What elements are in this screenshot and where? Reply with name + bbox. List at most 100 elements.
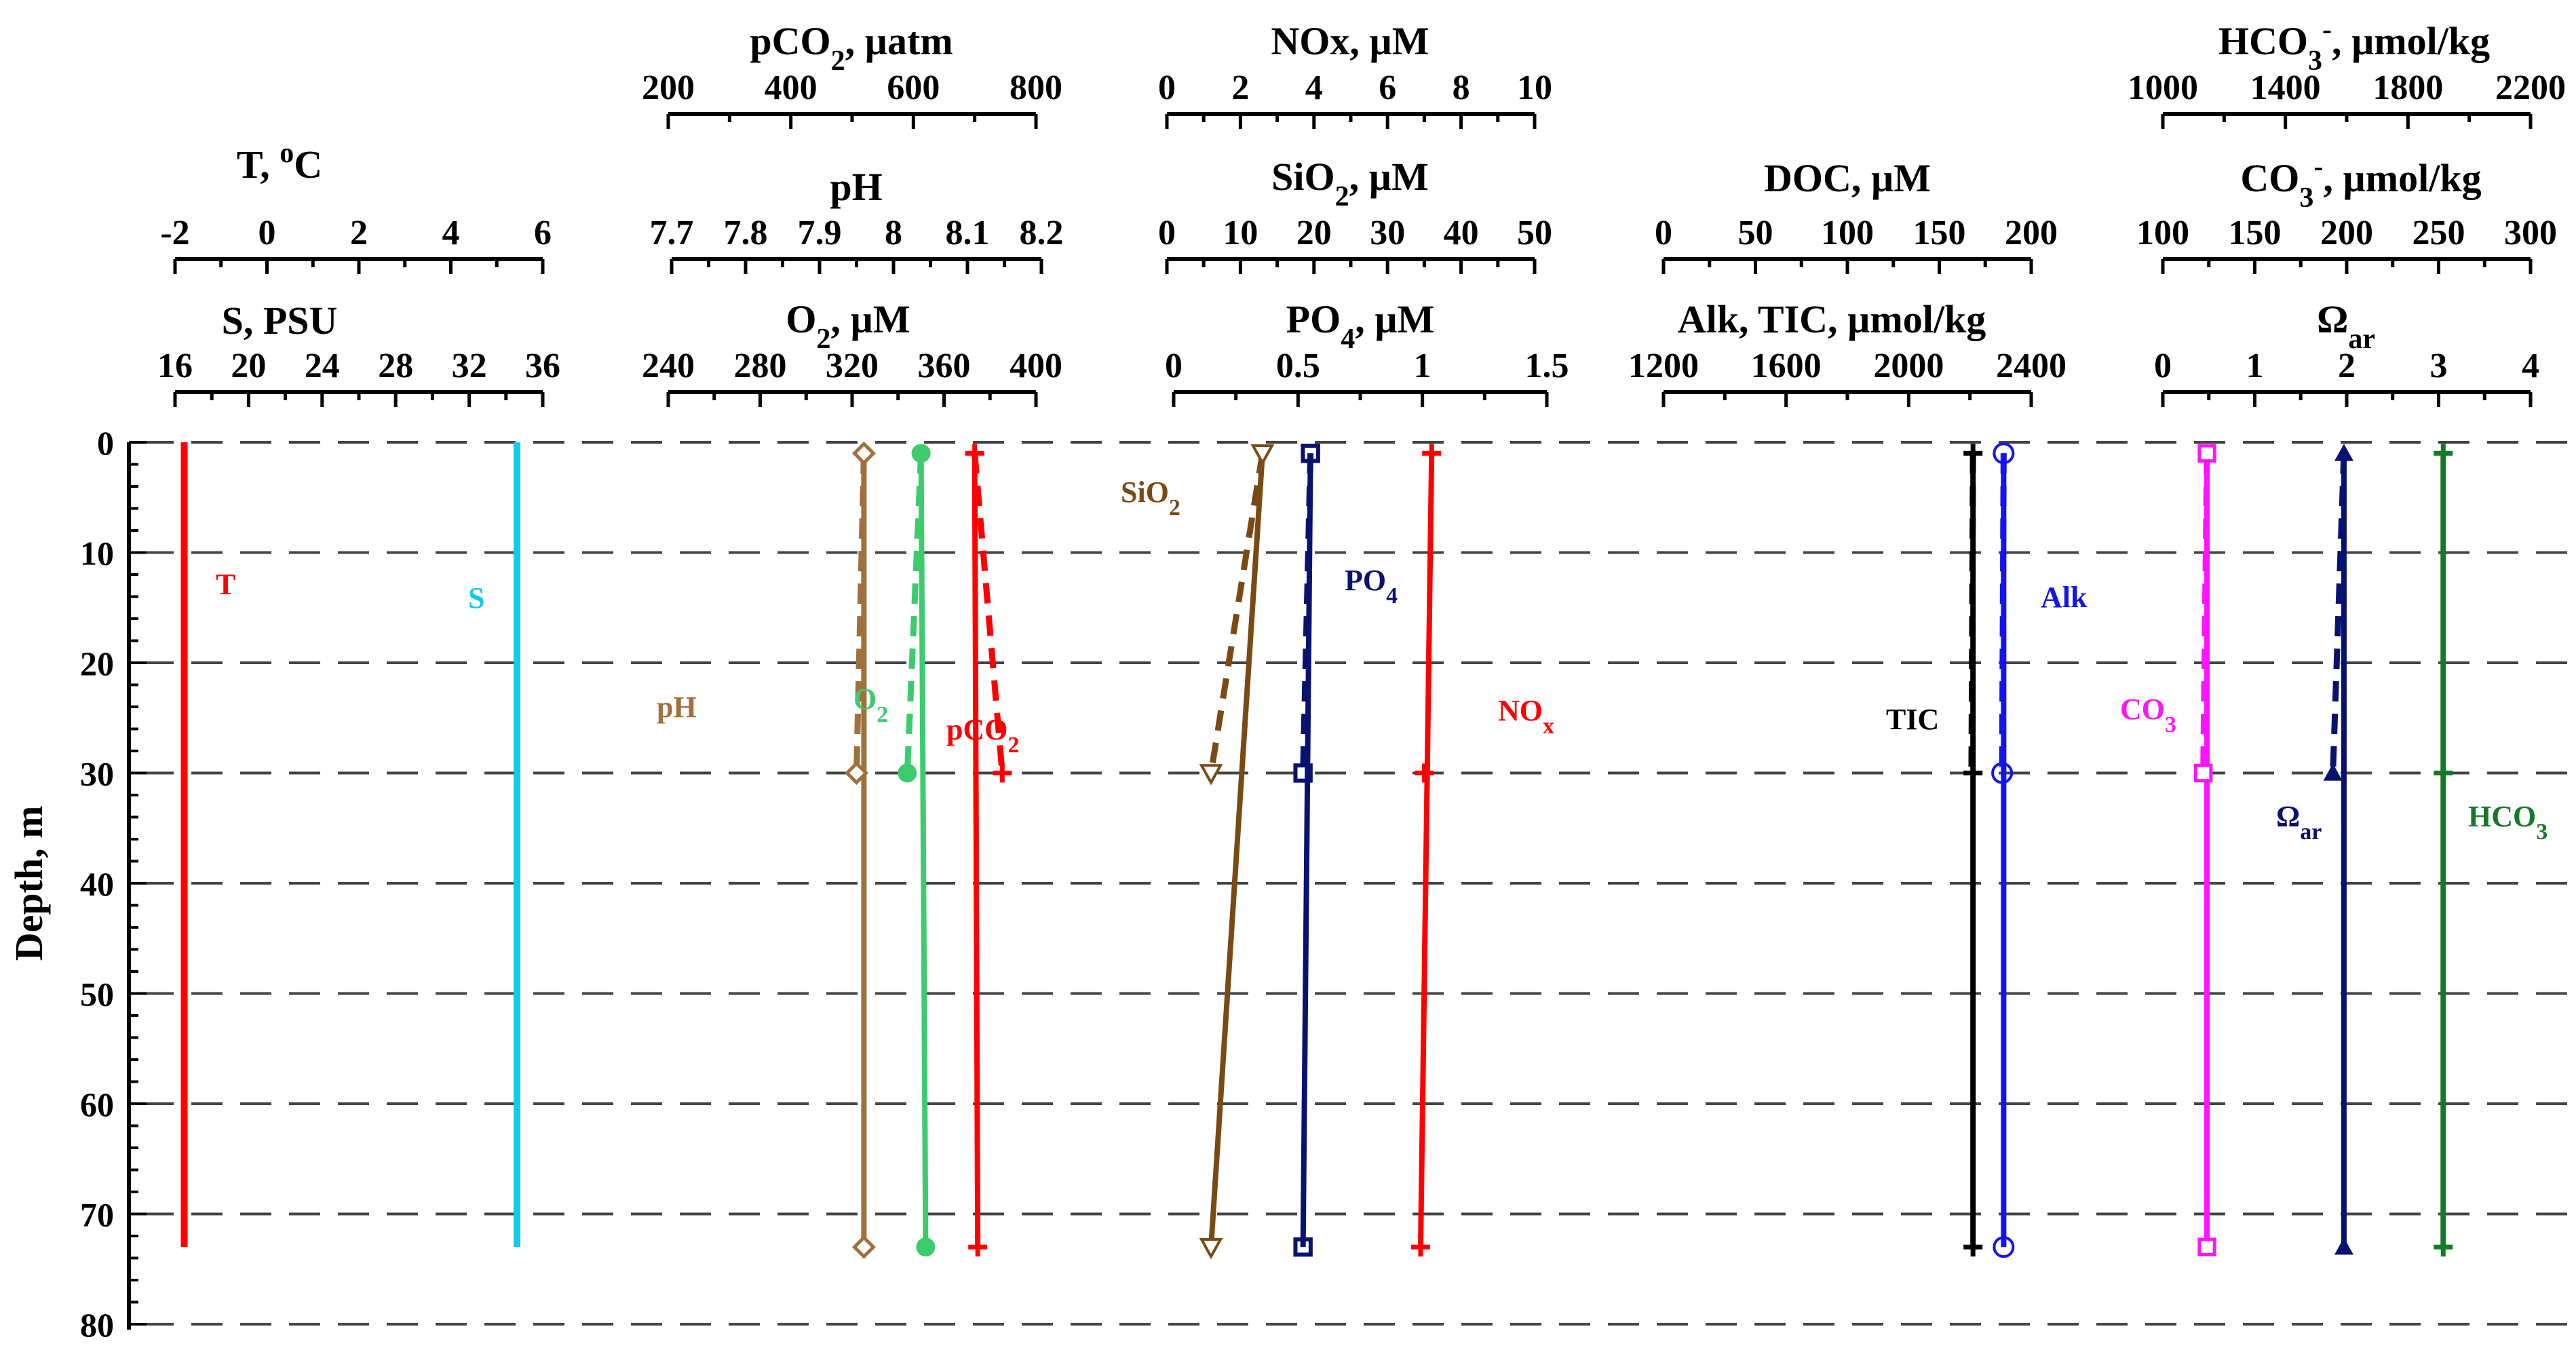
axis-tick-label: 1400 bbox=[2250, 69, 2321, 107]
axis-tick-label: 400 bbox=[1010, 347, 1062, 385]
series-O2 bbox=[898, 444, 936, 1257]
axis-title-pH: pH bbox=[830, 165, 882, 209]
axis-T: -2 0 2 4 6 T, oC bbox=[160, 138, 552, 274]
axis-tick-label: 2400 bbox=[1996, 347, 2066, 385]
axis-tick-label: 1800 bbox=[2372, 69, 2443, 107]
axis-tick-label: 8 bbox=[885, 214, 902, 252]
series-marker-TIC bbox=[1963, 1237, 1983, 1257]
depth-gridlines bbox=[142, 441, 2571, 1326]
axis-tick-label: 1 bbox=[1414, 347, 1431, 385]
axis-tick-label: 20 bbox=[231, 347, 266, 385]
depth-tick-label: 80 bbox=[80, 1306, 114, 1344]
axis-title-T: T, oC bbox=[237, 138, 322, 187]
axis-title-SiO2: SiO2, µM bbox=[1271, 155, 1429, 212]
series-marker-PO4 bbox=[1301, 444, 1320, 463]
axis-tick-label: 3 bbox=[2430, 347, 2448, 385]
axis-title-PO4: PO4, µM bbox=[1286, 297, 1435, 355]
series-label-S: S bbox=[468, 581, 484, 615]
axis-tick-label: 240 bbox=[642, 347, 695, 385]
series-SiO2 bbox=[1199, 444, 1275, 1260]
series-label-TIC: TIC bbox=[1886, 703, 1939, 736]
axis-tick-label: 2200 bbox=[2495, 69, 2566, 107]
series-marker-Omega bbox=[2323, 763, 2343, 781]
series-TIC bbox=[1963, 444, 1983, 1257]
series-marker-pH bbox=[844, 760, 869, 786]
series-dashed-line-pCO2 bbox=[972, 452, 1005, 773]
axis-tick-label: 150 bbox=[1913, 214, 1966, 252]
series-label-Alk: Alk bbox=[2041, 581, 2088, 614]
series-marker-pCO2 bbox=[965, 444, 984, 463]
series-Omega bbox=[2323, 444, 2353, 1255]
axis-tick-label: 0 bbox=[1158, 214, 1176, 252]
axis-tick-label: 0.5 bbox=[1276, 347, 1320, 385]
axis-NOx: 0 2 4 6 8 10 NOx, µM bbox=[1158, 19, 1552, 129]
series-dashed-line-TIC bbox=[1968, 453, 1976, 773]
series-marker-CO3 bbox=[2197, 444, 2216, 463]
series-marker-SiO2 bbox=[1199, 1238, 1223, 1260]
axis-tick-label: 600 bbox=[887, 69, 940, 107]
axis-tick-label: 8 bbox=[1453, 69, 1470, 107]
depth-axis-title: Depth, m bbox=[7, 806, 51, 961]
axis-title-CO3: CO3-, µmol/kg bbox=[2240, 151, 2481, 214]
axis-tick-label: 1600 bbox=[1751, 347, 1822, 385]
series-line-SiO2 bbox=[1208, 452, 1265, 1248]
axis-tick-label: 28 bbox=[378, 347, 413, 385]
series-pCO2 bbox=[965, 444, 1012, 1257]
series-dashed-line-PO4 bbox=[1300, 453, 1314, 773]
axis-tick-label: 320 bbox=[826, 347, 879, 385]
series-dashed-line-CO3 bbox=[2200, 453, 2210, 773]
series-marker-pCO2 bbox=[993, 763, 1012, 783]
series-label-CO3: CO3 bbox=[2120, 693, 2176, 737]
axis-tick-label: 24 bbox=[305, 347, 340, 385]
series-line-NOx bbox=[1417, 453, 1435, 1248]
depth-tick-label: 40 bbox=[80, 865, 114, 903]
axis-SiO2: 0 10 20 30 40 50 SiO2, µM bbox=[1158, 155, 1552, 274]
series-line-pCO2 bbox=[972, 453, 981, 1248]
series-marker-pH bbox=[851, 441, 876, 465]
axis-tick-label: 10 bbox=[1223, 214, 1258, 252]
axis-tick-label: 32 bbox=[452, 347, 487, 385]
series-NOx bbox=[1410, 444, 1442, 1257]
axis-tick-label: 100 bbox=[1821, 214, 1874, 252]
axis-tick-label: 2 bbox=[2338, 347, 2356, 385]
series-marker-pH bbox=[851, 1235, 876, 1259]
axis-tick-label: 100 bbox=[2136, 214, 2189, 252]
series-marker-TIC bbox=[1963, 763, 1983, 783]
axis-PO4: 0 0.5 1 1.5 PO4, µM bbox=[1165, 297, 1569, 407]
series-line-PO4 bbox=[1300, 453, 1313, 1248]
series-marker-Alk bbox=[1993, 1236, 2015, 1258]
axis-tick-label: 280 bbox=[734, 347, 787, 385]
axis-tick-label: 10 bbox=[1517, 69, 1552, 107]
series-marker-HCO3 bbox=[2434, 444, 2453, 463]
series-label-pCO2: pCO2 bbox=[946, 713, 1019, 758]
series-marker-HCO3 bbox=[2434, 763, 2453, 783]
series-marker-O2 bbox=[911, 444, 931, 463]
series-dashed-line-Alk bbox=[1999, 453, 2007, 773]
axis-Alk: 1200 1600 2000 2400 Alk, TIC, µmol/kg bbox=[1628, 297, 2066, 407]
axis-tick-label: 8.2 bbox=[1020, 214, 1064, 252]
series-marker-Omega bbox=[2334, 1237, 2353, 1255]
axis-tick-label: 0 bbox=[258, 214, 276, 252]
axis-tick-label: 50 bbox=[1738, 214, 1773, 252]
series-marker-NOx bbox=[1415, 763, 1434, 783]
series-PO4 bbox=[1293, 444, 1320, 1257]
series-HCO3 bbox=[2434, 444, 2453, 1257]
axis-tick-label: 50 bbox=[1517, 214, 1552, 252]
axis-tick-label: 200 bbox=[2005, 214, 2058, 252]
series-dashed-line-Omega bbox=[2330, 453, 2347, 773]
axis-tick-label: 0 bbox=[1655, 214, 1672, 252]
series-label-HCO3: HCO3 bbox=[2468, 800, 2548, 845]
axis-tick-label: 20 bbox=[1296, 214, 1332, 252]
depth-tick-label: 70 bbox=[80, 1196, 114, 1234]
axis-tick-label: 7.7 bbox=[650, 214, 694, 252]
axis-tick-label: 2 bbox=[350, 214, 368, 252]
axis-tick-label: 8.1 bbox=[946, 214, 990, 252]
series-label-pH: pH bbox=[657, 691, 697, 724]
series-marker-Omega bbox=[2334, 444, 2353, 461]
series-marker-O2 bbox=[898, 763, 917, 783]
axis-title-HCO3: HCO3-, µmol/kg bbox=[2218, 14, 2490, 77]
axis-O2: 240 280 320 360 400 O2, µM bbox=[642, 297, 1062, 407]
axis-tick-label: 250 bbox=[2412, 214, 2465, 252]
series-marker-Alk bbox=[1993, 442, 2015, 465]
